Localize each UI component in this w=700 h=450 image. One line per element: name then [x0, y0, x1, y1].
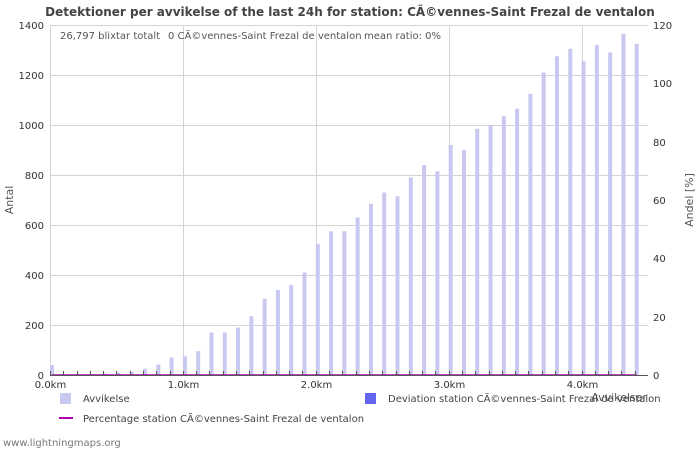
- bar-avvikelse: [621, 33, 626, 375]
- y-tick-label: 600: [25, 221, 44, 232]
- y-right-tick-label: 120: [653, 21, 672, 32]
- chart-info: 26,797 blixtar totalt 0 CÃ©vennes-Saint …: [60, 29, 441, 42]
- bar-avvikelse: [289, 285, 294, 375]
- y-tick-label: 1000: [19, 121, 44, 132]
- info-ratio: mean ratio: 0%: [364, 31, 441, 42]
- y-tick-label: 0: [38, 371, 44, 382]
- y-axis-label-right: Andel [%]: [683, 173, 696, 227]
- bar-avvikelse: [435, 171, 440, 375]
- legend-label-deviation: Deviation station CÃ©vennes-Saint Frezal…: [388, 392, 661, 405]
- y-right-tick-label: 100: [653, 79, 672, 90]
- bar-avvikelse: [156, 364, 161, 375]
- bar-avvikelse: [488, 125, 493, 375]
- bar-avvikelse: [634, 43, 639, 375]
- bar-avvikelse: [116, 372, 121, 375]
- bar-avvikelse: [249, 316, 254, 375]
- bar-avvikelse: [275, 290, 280, 375]
- bar-avvikelse: [554, 56, 559, 375]
- bar-avvikelse: [541, 72, 546, 375]
- bar-avvikelse: [143, 368, 148, 375]
- bar-avvikelse: [182, 356, 187, 375]
- bar-avvikelse: [594, 45, 599, 375]
- bar-avvikelse: [315, 243, 320, 375]
- y-right-tick-label: 20: [653, 313, 666, 324]
- bar-avvikelse: [528, 93, 533, 375]
- y-tick-label: 1200: [19, 71, 44, 82]
- bar-avvikelse: [408, 177, 413, 375]
- bar-avvikelse: [568, 48, 573, 375]
- bar-avvikelse: [209, 332, 214, 375]
- info-total: 26,797 blixtar totalt: [60, 31, 160, 42]
- y-axis-label: Antal: [3, 186, 16, 215]
- bar-avvikelse: [262, 298, 267, 375]
- bar-avvikelse: [342, 231, 347, 375]
- x-tick-label: 3.0km: [434, 380, 465, 391]
- legend-label-percentage: Percentage station CÃ©vennes-Saint Freza…: [83, 412, 364, 425]
- bar-avvikelse: [129, 372, 134, 375]
- bar-avvikelse: [515, 108, 520, 375]
- bars-layer: [50, 33, 639, 376]
- x-axis-label: Avvikelser: [591, 391, 647, 404]
- info-station: 0 CÃ©vennes-Saint Frezal de ventalon: [168, 29, 362, 42]
- bar-avvikelse: [355, 217, 360, 375]
- bar-avvikelse: [368, 203, 373, 375]
- footer-credit: www.lightningmaps.org: [3, 438, 121, 449]
- bar-avvikelse: [475, 128, 480, 375]
- x-tick-label: 2.0km: [301, 380, 332, 391]
- bar-avvikelse: [302, 272, 307, 375]
- bar-avvikelse: [329, 231, 334, 375]
- x-tick-label: 0.0km: [35, 380, 66, 391]
- legend: Avvikelse Deviation station CÃ©vennes-Sa…: [59, 392, 661, 425]
- legend-swatch-deviation: [365, 393, 376, 404]
- x-tick-label: 4.0km: [567, 380, 598, 391]
- y-tick-label: 400: [25, 271, 44, 282]
- bar-avvikelse: [169, 357, 174, 375]
- y-right-tick-label: 60: [653, 196, 666, 207]
- bar-avvikelse: [608, 52, 613, 375]
- bar-avvikelse: [50, 365, 54, 375]
- bar-avvikelse: [222, 332, 227, 375]
- bar-avvikelse: [395, 196, 400, 375]
- bar-avvikelse: [581, 61, 586, 375]
- bar-avvikelse: [461, 150, 466, 375]
- y-right-tick-label: 80: [653, 138, 666, 149]
- bar-avvikelse: [422, 165, 427, 375]
- bar-avvikelse: [196, 351, 201, 375]
- y-tick-label: 200: [25, 321, 44, 332]
- y-right-tick-label: 0: [653, 371, 659, 382]
- y-tick-label: 1400: [19, 21, 44, 32]
- legend-label-avvikelse: Avvikelse: [83, 394, 130, 405]
- bar-avvikelse: [501, 116, 506, 375]
- x-tick-label: 1.0km: [168, 380, 199, 391]
- chart-title: Detektioner per avvikelse of the last 24…: [45, 4, 655, 19]
- bar-avvikelse: [448, 145, 453, 375]
- y-tick-label: 800: [25, 171, 44, 182]
- bar-avvikelse: [382, 192, 387, 375]
- y-right-tick-label: 40: [653, 254, 666, 265]
- bar-avvikelse: [236, 327, 241, 375]
- ticks-layer: 0 200 400 600 800 1000 1200 1400 0 20 40 60 80 100 120…: [19, 21, 673, 391]
- legend-swatch-avvikelse: [60, 393, 71, 404]
